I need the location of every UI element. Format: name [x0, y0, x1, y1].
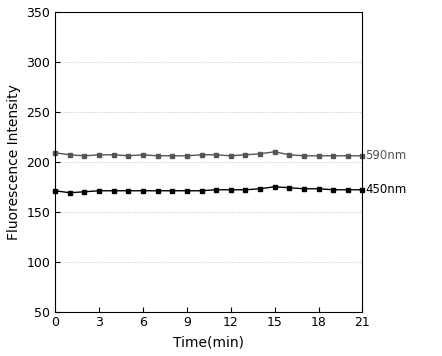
Text: 450nm: 450nm [366, 183, 407, 196]
Text: 590nm: 590nm [366, 149, 407, 162]
X-axis label: Time(min): Time(min) [173, 335, 244, 349]
Y-axis label: Fluorescence Intensity: Fluorescence Intensity [7, 84, 21, 240]
